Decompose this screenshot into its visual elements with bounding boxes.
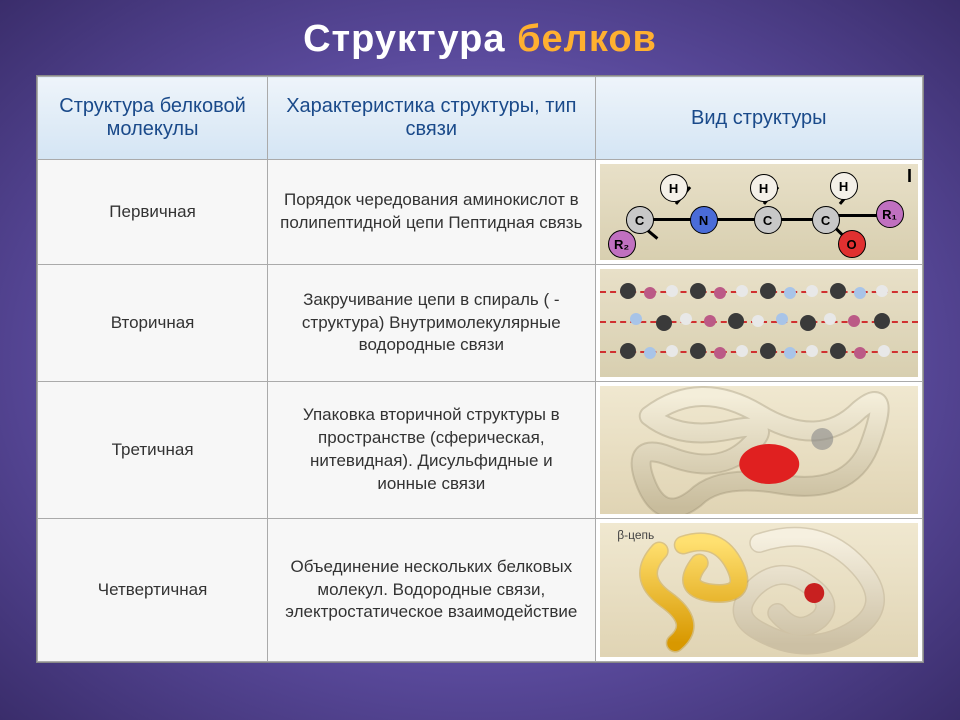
row-4-desc: Объединение нескольких белковых молекул.… — [268, 519, 595, 662]
table-row: Вторичная Закручивание цепи в спираль ( … — [38, 265, 923, 382]
helix-atom — [736, 345, 748, 357]
row-1-illustration: I CHNHCCOHR₂R₁ — [595, 160, 922, 265]
row-4-illustration: β-цепь — [595, 519, 922, 662]
table-row: Первичная Порядок чередования аминокисло… — [38, 160, 923, 265]
helix-atom — [854, 287, 866, 299]
atom-h: H — [660, 174, 688, 202]
page-title: Структура белков — [0, 0, 960, 75]
helix-atom — [752, 315, 764, 327]
title-word-2: белков — [517, 18, 657, 60]
row-3-desc: Упаковка вторичной структуры в пространс… — [268, 382, 595, 519]
helix-atom — [776, 313, 788, 325]
row-4-name: Четвертичная — [38, 519, 268, 662]
svg-text:β-цепь: β-цепь — [617, 528, 654, 542]
helix-atom — [876, 285, 888, 297]
helix-atom — [728, 313, 744, 329]
helix-atom — [760, 283, 776, 299]
helix-atom — [878, 345, 890, 357]
helix-atom — [784, 347, 796, 359]
helix-atom — [806, 345, 818, 357]
table-row: Четвертичная Объединение нескольких белк… — [38, 519, 923, 662]
helix-atom — [680, 313, 692, 325]
table-header-row: Структура белковой молекулы Характеристи… — [38, 77, 923, 160]
atom-o: O — [838, 230, 866, 258]
row-1-name: Первичная — [38, 160, 268, 265]
table-row: Третичная Упаковка вторичной структуры в… — [38, 382, 923, 519]
helix-atom — [714, 287, 726, 299]
helix-atom — [690, 343, 706, 359]
row-2-illustration — [595, 265, 922, 382]
helix-atom — [800, 315, 816, 331]
helix-atom — [736, 285, 748, 297]
row-1-desc: Порядок чередования аминокислот в полипе… — [268, 160, 595, 265]
tertiary-structure-icon — [600, 386, 918, 514]
atom-c: C — [626, 206, 654, 234]
row-2-desc: Закручивание цепи в спираль ( - структур… — [268, 265, 595, 382]
helix-atom — [666, 285, 678, 297]
row-3-name: Третичная — [38, 382, 268, 519]
header-col-3: Вид структуры — [595, 77, 922, 160]
helix-atom — [848, 315, 860, 327]
helix-atom — [656, 315, 672, 331]
bond-line — [780, 218, 814, 221]
atom-c: C — [754, 206, 782, 234]
helix-atom — [784, 287, 796, 299]
helix-atom — [874, 313, 890, 329]
helix-atom — [644, 287, 656, 299]
bond-line — [836, 214, 878, 217]
structure-table: Структура белковой молекулы Характеристи… — [37, 76, 923, 662]
helix-atom — [854, 347, 866, 359]
header-col-2: Характеристика структуры, тип связи — [268, 77, 595, 160]
header-col-1: Структура белковой молекулы — [38, 77, 268, 160]
helix-atom — [760, 343, 776, 359]
quaternary-structure-icon: β-цепь — [600, 523, 918, 657]
bond-line — [652, 218, 692, 221]
atom-r₂: R₂ — [608, 230, 636, 258]
atom-h: H — [750, 174, 778, 202]
helix-atom — [830, 343, 846, 359]
helix-atom — [806, 285, 818, 297]
atom-h: H — [830, 172, 858, 200]
atom-r₁: R₁ — [876, 200, 904, 228]
helix-atom — [620, 283, 636, 299]
roman-numeral-1: I — [907, 166, 912, 187]
atom-n: N — [690, 206, 718, 234]
helix-atom — [830, 283, 846, 299]
helix-atom — [620, 343, 636, 359]
helix-atom — [824, 313, 836, 325]
helix-atom — [714, 347, 726, 359]
helix-atom — [630, 313, 642, 325]
row-2-name: Вторичная — [38, 265, 268, 382]
row-3-illustration — [595, 382, 922, 519]
title-word-1: Структура — [303, 18, 505, 60]
helix-atom — [690, 283, 706, 299]
helix-atom — [644, 347, 656, 359]
structure-table-wrap: Структура белковой молекулы Характеристи… — [36, 75, 924, 663]
bond-line — [716, 218, 756, 221]
atom-c: C — [812, 206, 840, 234]
helix-atom — [666, 345, 678, 357]
helix-atom — [704, 315, 716, 327]
